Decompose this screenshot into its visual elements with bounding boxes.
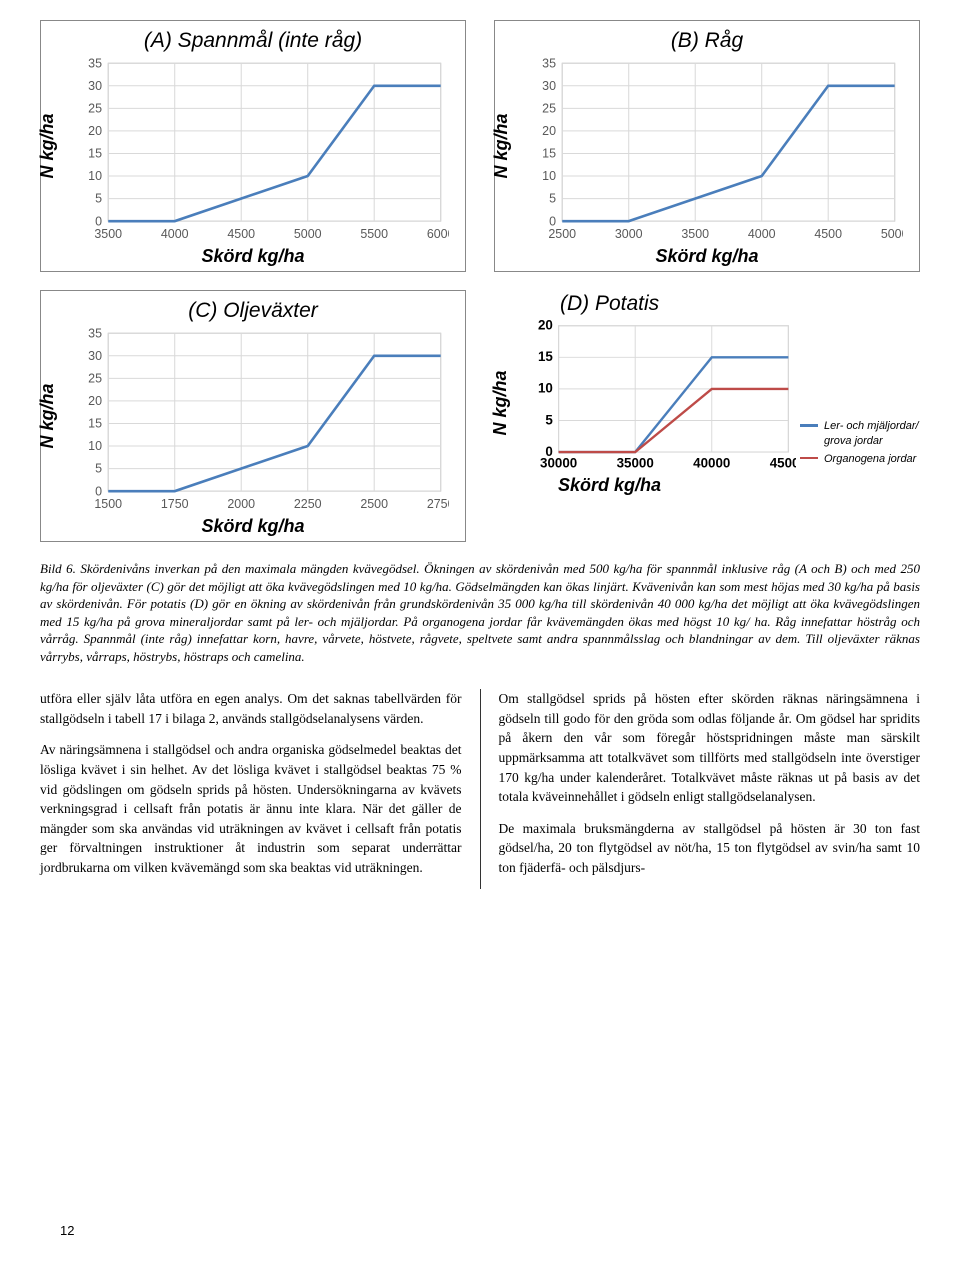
figure-caption: Bild 6. Skördenivåns inverkan på den max… <box>40 560 920 665</box>
body-right-p1: Om stallgödsel sprids på hösten efter sk… <box>499 689 921 806</box>
svg-text:30: 30 <box>88 79 102 93</box>
svg-text:10: 10 <box>538 381 553 396</box>
chart-a: N kg/ha (A) Spannmål (inte råg) 05101520… <box>40 20 466 272</box>
chart-d-xlabel: Skörd kg/ha <box>528 475 796 496</box>
chart-b: N kg/ha (B) Råg 051015202530352500300035… <box>494 20 920 272</box>
page-number: 12 <box>60 1223 74 1238</box>
svg-text:5000: 5000 <box>294 227 322 241</box>
body-columns: utföra eller själv låta utföra en egen a… <box>40 689 920 889</box>
legend-swatch-2 <box>800 457 818 460</box>
svg-text:2250: 2250 <box>294 497 322 511</box>
svg-text:10: 10 <box>542 169 556 183</box>
chart-a-plot: 05101520253035350040004500500055006000 <box>75 57 449 244</box>
legend-item-1: Ler- och mjäljordar/ grova jordar <box>800 419 920 448</box>
chart-d-plot: 0510152030000350004000045000 <box>528 320 796 473</box>
chart-a-ylabel: N kg/ha <box>37 113 58 178</box>
body-left-p2: Av näringsämnena i stallgödsel och andra… <box>40 740 462 877</box>
chart-b-ylabel: N kg/ha <box>491 113 512 178</box>
body-right-p2: De maximala bruksmängderna av stallgödse… <box>499 819 921 878</box>
svg-text:5: 5 <box>549 192 556 206</box>
body-col-right: Om stallgödsel sprids på hösten efter sk… <box>480 689 921 889</box>
chart-d: N kg/ha (D) Potatis 05101520300003500040… <box>494 290 920 542</box>
svg-text:20: 20 <box>542 124 556 138</box>
svg-text:2000: 2000 <box>227 497 255 511</box>
legend-item-2: Organogena jordar <box>800 452 920 466</box>
svg-text:4000: 4000 <box>161 227 189 241</box>
svg-text:15: 15 <box>542 147 556 161</box>
svg-text:4000: 4000 <box>748 227 776 241</box>
chart-c-ylabel: N kg/ha <box>37 383 58 448</box>
chart-d-title: (D) Potatis <box>500 292 920 316</box>
svg-text:15: 15 <box>88 417 102 431</box>
svg-text:1500: 1500 <box>94 497 122 511</box>
svg-text:25: 25 <box>88 372 102 386</box>
chart-b-xlabel: Skörd kg/ha <box>501 246 913 267</box>
body-col-left: utföra eller själv låta utföra en egen a… <box>40 689 480 889</box>
body-left-p1: utföra eller själv låta utföra en egen a… <box>40 689 462 728</box>
svg-text:35000: 35000 <box>617 455 654 470</box>
chart-a-title: (A) Spannmål (inte råg) <box>47 29 459 53</box>
legend-swatch-1 <box>800 424 818 427</box>
svg-text:20: 20 <box>88 394 102 408</box>
svg-text:15: 15 <box>88 147 102 161</box>
svg-text:20: 20 <box>538 320 553 333</box>
svg-text:3500: 3500 <box>94 227 122 241</box>
svg-text:2500: 2500 <box>548 227 576 241</box>
svg-text:40000: 40000 <box>693 455 730 470</box>
svg-text:5: 5 <box>95 462 102 476</box>
chart-c-title: (C) Oljeväxter <box>47 299 459 323</box>
chart-a-xlabel: Skörd kg/ha <box>47 246 459 267</box>
svg-text:20: 20 <box>88 124 102 138</box>
legend-label-1: Ler- och mjäljordar/ grova jordar <box>824 419 920 448</box>
svg-text:4500: 4500 <box>814 227 842 241</box>
svg-text:3500: 3500 <box>681 227 709 241</box>
svg-text:5: 5 <box>545 412 553 427</box>
svg-text:6000: 6000 <box>427 227 449 241</box>
svg-text:2500: 2500 <box>360 497 388 511</box>
svg-text:25: 25 <box>542 102 556 116</box>
svg-text:30: 30 <box>542 79 556 93</box>
svg-text:25: 25 <box>88 102 102 116</box>
legend-label-2: Organogena jordar <box>824 452 916 466</box>
svg-text:1750: 1750 <box>161 497 189 511</box>
charts-grid: N kg/ha (A) Spannmål (inte råg) 05101520… <box>40 20 920 542</box>
svg-text:15: 15 <box>538 349 553 364</box>
svg-text:2750: 2750 <box>427 497 449 511</box>
svg-text:35: 35 <box>542 57 556 70</box>
svg-text:10: 10 <box>88 439 102 453</box>
svg-text:30: 30 <box>88 349 102 363</box>
svg-text:5000: 5000 <box>881 227 903 241</box>
svg-text:45000: 45000 <box>770 455 796 470</box>
svg-text:35: 35 <box>88 57 102 70</box>
svg-text:5: 5 <box>95 192 102 206</box>
chart-d-legend: Ler- och mjäljordar/ grova jordar Organo… <box>800 419 920 500</box>
svg-text:5500: 5500 <box>360 227 388 241</box>
svg-text:35: 35 <box>88 327 102 340</box>
chart-c: N kg/ha (C) Oljeväxter 05101520253035150… <box>40 290 466 542</box>
svg-text:3000: 3000 <box>615 227 643 241</box>
svg-text:4500: 4500 <box>227 227 255 241</box>
svg-text:10: 10 <box>88 169 102 183</box>
chart-b-title: (B) Råg <box>501 29 913 53</box>
svg-text:30000: 30000 <box>540 455 577 470</box>
chart-d-ylabel: N kg/ha <box>490 371 511 436</box>
chart-b-plot: 05101520253035250030003500400045005000 <box>529 57 903 244</box>
chart-c-plot: 05101520253035150017502000225025002750 <box>75 327 449 514</box>
chart-c-xlabel: Skörd kg/ha <box>47 516 459 537</box>
